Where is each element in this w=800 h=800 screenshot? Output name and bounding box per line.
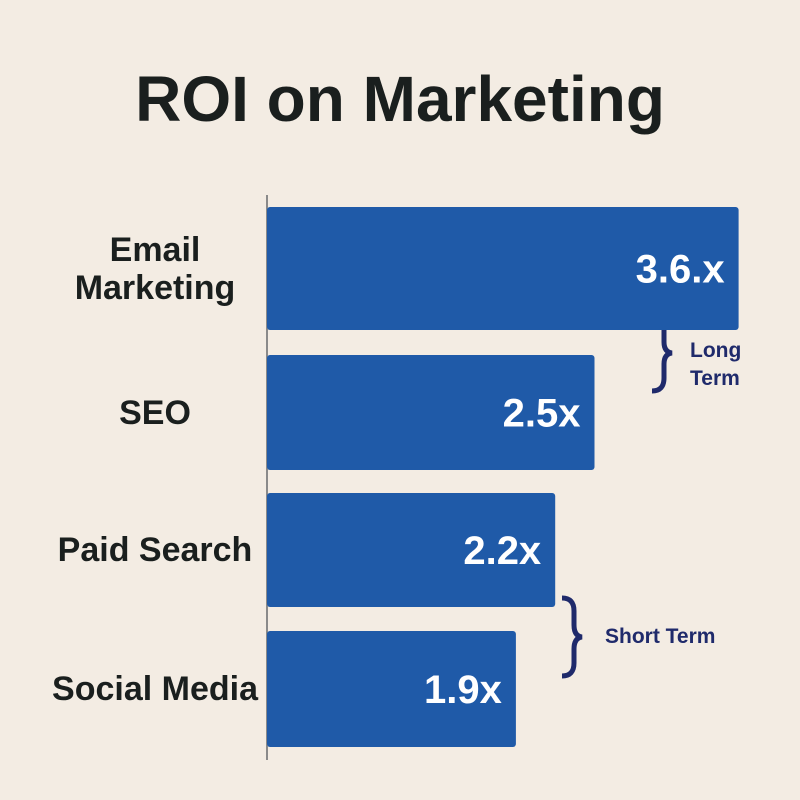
- bar: [267, 207, 739, 330]
- value-label: 2.5x: [503, 392, 581, 436]
- bar: [267, 493, 556, 607]
- y-tick-label: Social Media: [52, 670, 258, 708]
- annotation: Short Term: [605, 625, 716, 648]
- y-tick-label: Paid Search: [57, 531, 253, 569]
- value-label: 1.9x: [424, 668, 502, 712]
- value-label: 2.2x: [463, 529, 541, 573]
- bar: [267, 631, 516, 747]
- value-label: 3.6.x: [636, 248, 725, 292]
- brace: [561, 595, 583, 679]
- annotation: Long Term: [690, 339, 742, 390]
- bar: [267, 355, 595, 470]
- y-tick-label: Email Marketing: [74, 230, 236, 307]
- y-tick-label: SEO: [119, 393, 191, 432]
- chart-title: ROI on Marketing: [135, 63, 665, 135]
